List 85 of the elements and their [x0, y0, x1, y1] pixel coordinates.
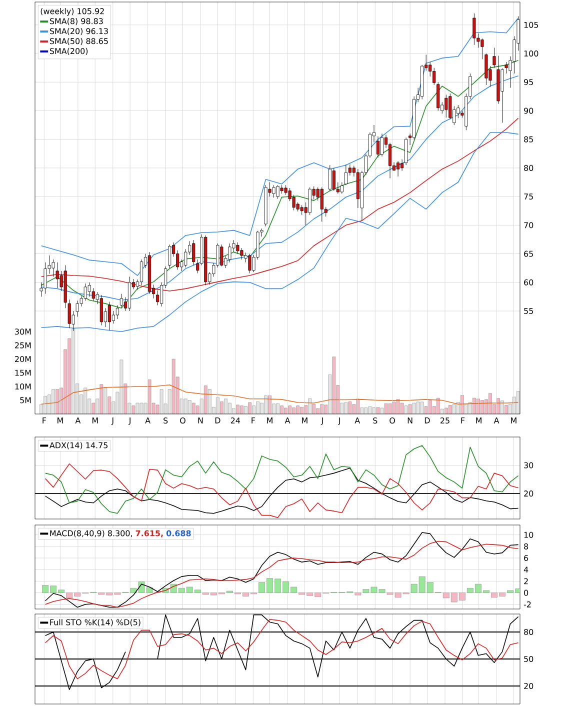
candlestick: [332, 168, 336, 192]
candlestick: [140, 259, 144, 286]
candlestick: [492, 48, 496, 68]
bar: [384, 403, 388, 414]
candlestick: [92, 288, 95, 301]
bar: [480, 400, 484, 414]
candlestick: [84, 283, 87, 301]
candlestick: [228, 243, 232, 263]
bar: [344, 402, 348, 414]
candlestick: [292, 194, 296, 211]
bar: [404, 406, 408, 414]
bar: [388, 403, 392, 414]
candlestick: [248, 254, 252, 274]
candlestick: [344, 164, 348, 186]
candlestick: [500, 68, 504, 123]
candlestick: [192, 240, 196, 266]
bar: [332, 356, 336, 414]
candlestick: [340, 182, 344, 194]
candlestick: [404, 137, 408, 166]
bar: [396, 399, 400, 414]
candlestick: [184, 248, 188, 268]
candlestick: [284, 184, 288, 196]
bar: [52, 389, 55, 414]
candlestick: [240, 248, 244, 260]
bar: [372, 407, 376, 414]
candlestick: [52, 259, 55, 277]
candlestick: [220, 244, 224, 267]
bar: [428, 400, 432, 414]
candlestick: [100, 294, 103, 326]
bar: [296, 406, 300, 414]
bar: [316, 408, 320, 414]
candlestick: [472, 13, 476, 46]
candlestick: [376, 136, 380, 158]
bar: [356, 398, 360, 414]
bar: [308, 398, 312, 414]
bar: [392, 402, 396, 414]
bar: [264, 395, 268, 414]
bar: [220, 401, 224, 414]
bar: [256, 401, 260, 414]
candlestick: [272, 184, 276, 198]
candlestick: [56, 262, 59, 288]
bar: [240, 406, 244, 414]
candlestick: [116, 305, 119, 320]
candlestick: [380, 133, 384, 157]
bar: [452, 404, 456, 414]
bar: [280, 406, 284, 414]
candlestick: [300, 204, 304, 216]
candlestick: [444, 94, 448, 118]
candlestick: [120, 294, 123, 308]
line-series: [40, 132, 519, 332]
bar: [420, 402, 424, 414]
candlestick: [76, 300, 79, 317]
candlestick: [436, 82, 440, 111]
line-series: [44, 619, 519, 680]
candlestick: [320, 187, 324, 222]
bar: [288, 406, 292, 414]
candlestick: [236, 242, 240, 254]
bar: [348, 401, 352, 414]
candlestick: [276, 184, 280, 200]
candlestick: [88, 282, 91, 297]
bar: [276, 403, 280, 414]
candlestick: [168, 244, 172, 268]
bar: [448, 405, 452, 414]
bar: [488, 393, 492, 414]
candlestick: [448, 93, 452, 120]
candlestick: [44, 262, 47, 294]
line-series: [40, 18, 519, 276]
candlestick: [308, 187, 312, 216]
bar: [376, 407, 380, 414]
bar: [244, 406, 248, 414]
bar: [236, 404, 240, 414]
candlestick: [328, 164, 332, 192]
candlestick: [68, 299, 71, 328]
candlestick: [484, 53, 488, 86]
candlestick: [108, 302, 111, 331]
bar: [132, 406, 136, 414]
candlestick: [432, 68, 436, 86]
bar: [248, 402, 252, 414]
candlestick: [400, 159, 404, 172]
candlestick: [504, 62, 508, 74]
bar: [292, 408, 296, 414]
bar: [224, 398, 228, 414]
candlestick: [396, 160, 400, 177]
line-series: [40, 384, 519, 405]
candlestick: [480, 38, 484, 60]
